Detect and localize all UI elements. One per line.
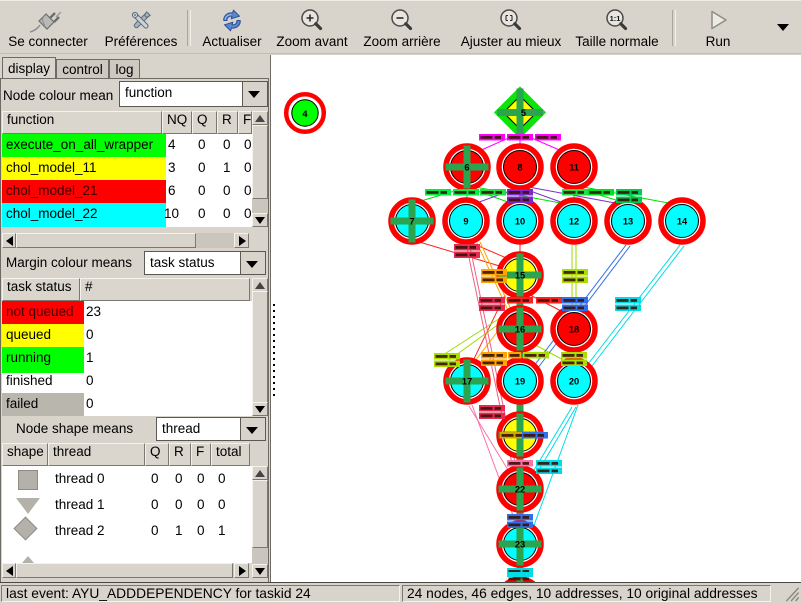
svg-text:4: 4 — [302, 109, 308, 119]
svg-text:16: 16 — [515, 325, 525, 335]
svg-text:19: 19 — [515, 377, 525, 387]
svg-text:10: 10 — [515, 217, 525, 227]
svg-text:1:1: 1:1 — [610, 14, 621, 23]
svg-text:20: 20 — [569, 377, 579, 387]
svg-text:12: 12 — [569, 217, 579, 227]
svg-text:5: 5 — [521, 108, 526, 118]
svg-text:17: 17 — [462, 377, 472, 387]
svg-text:23: 23 — [515, 540, 525, 550]
svg-text:8: 8 — [517, 163, 522, 173]
svg-text:6: 6 — [464, 163, 469, 173]
svg-text:18: 18 — [569, 325, 579, 335]
svg-text:9: 9 — [463, 217, 468, 227]
svg-text:15: 15 — [515, 271, 525, 281]
svg-text:13: 13 — [623, 217, 633, 227]
svg-text:7: 7 — [409, 217, 414, 227]
svg-text:22: 22 — [515, 485, 525, 495]
svg-text:11: 11 — [569, 163, 579, 173]
svg-text:14: 14 — [677, 217, 688, 227]
